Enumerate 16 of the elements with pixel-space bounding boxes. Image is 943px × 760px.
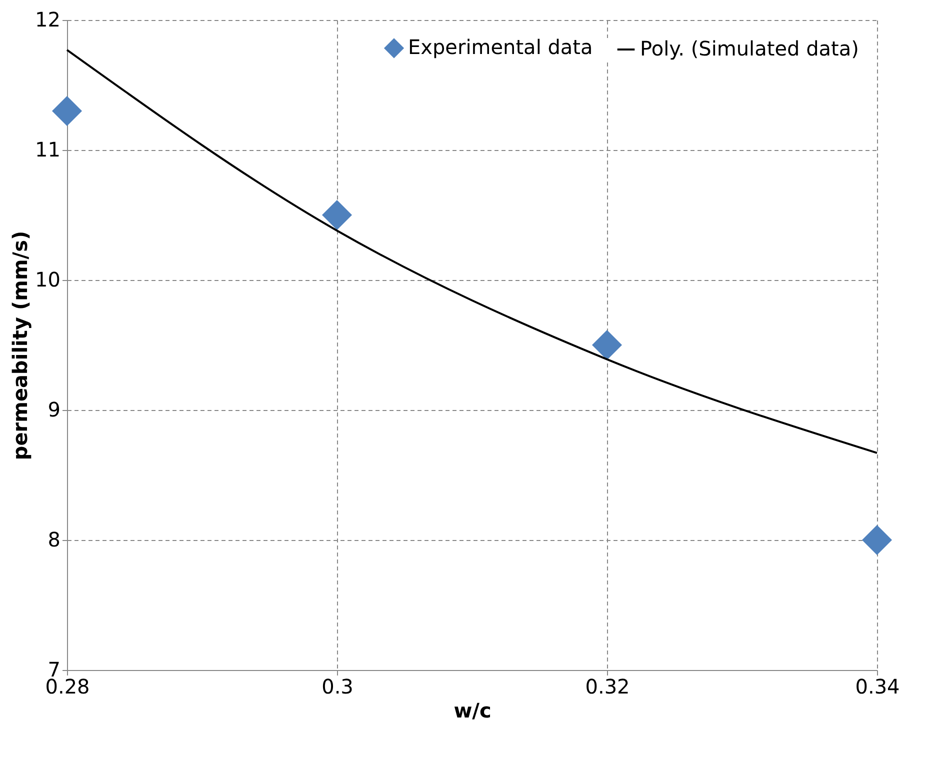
point xyxy=(592,330,622,360)
y-axis-title: permeability (mm/s) xyxy=(8,230,32,460)
legend-label: Poly. (Simulated data) xyxy=(640,36,859,60)
x-tick-label: 0.32 xyxy=(585,674,630,698)
point xyxy=(322,200,352,230)
x-tick-label: 0.3 xyxy=(322,674,354,698)
legend-label: Experimental data xyxy=(408,35,593,60)
y-tick-label: 11 xyxy=(35,138,60,162)
x-axis-title: w/c xyxy=(454,698,492,722)
y-tick-label: 10 xyxy=(35,268,60,292)
point xyxy=(52,96,82,126)
point xyxy=(862,525,892,555)
x-tick-label: 0.34 xyxy=(855,674,900,698)
y-tick-label: 12 xyxy=(35,8,60,32)
y-tick-label: 9 xyxy=(48,398,60,422)
y-tick-label: 8 xyxy=(48,528,60,552)
